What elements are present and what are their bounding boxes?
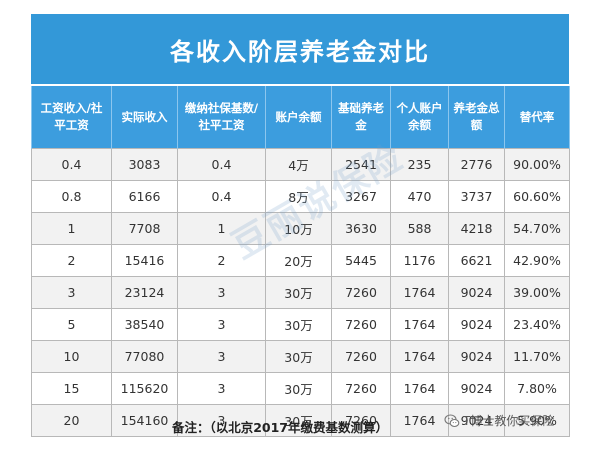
table-cell: 7260 [331,372,391,405]
table-cell: 9024 [448,276,505,309]
table-cell: 7260 [331,276,391,309]
table-row: 20 154160 3 30万 7260 1764 9024 5.90% [31,404,570,437]
table-cell: 10万 [265,212,332,245]
comparison-card: 各收入阶层养老金对比 工资收入/社平工资 实际收入 缴纳社保基数/社平工资 账户… [31,14,570,438]
table-cell: 3630 [331,212,391,245]
table-row: 0.8 6166 0.4 8万 3267 470 3737 60.60% [31,180,570,213]
table-cell: 0.4 [177,148,266,181]
table-cell: 7260 [331,340,391,373]
column-header: 养老金总额 [448,84,505,149]
footnote-bar: 备注：（以北京2017年缴费基数测算） [31,414,569,438]
table-cell: 3 [177,276,266,309]
table-cell: 588 [390,212,449,245]
wechat-icon [444,413,460,427]
table-cell: 5 [31,308,112,341]
table-cell: 39.00% [504,276,570,309]
table-cell: 38540 [111,308,178,341]
table-cell: 54.70% [504,212,570,245]
page-title: 各收入阶层养老金对比 [170,37,430,66]
table-cell: 30万 [265,404,332,437]
table-cell: 42.90% [504,244,570,277]
table-cell: 3 [177,308,266,341]
pension-table: 工资收入/社平工资 实际收入 缴纳社保基数/社平工资 账户余额 基础养老金 个人… [31,84,570,437]
column-header: 工资收入/社平工资 [31,84,112,149]
table-cell: 90.00% [504,148,570,181]
table-cell: 30万 [265,372,332,405]
table-cell: 4218 [448,212,505,245]
table-row: 0.4 3083 0.4 4万 2541 235 2776 90.00% [31,148,570,181]
table-cell: 470 [390,180,449,213]
table-row: 15 115620 3 30万 7260 1764 9024 7.80% [31,372,570,405]
table-cell: 23.40% [504,308,570,341]
table-row: 10 77080 3 30万 7260 1764 9024 11.70% [31,340,570,373]
column-header: 替代率 [504,84,570,149]
brand-signature: T博士教你买保险 [444,412,554,429]
footnote: 备注：（以北京2017年缴费基数测算） [171,419,389,435]
column-header: 账户余额 [265,84,332,149]
table-cell: 20万 [265,244,332,277]
table-cell: 9024 [448,340,505,373]
table-row: 1 7708 1 10万 3630 588 4218 54.70% [31,212,570,245]
table-cell: 1764 [390,372,449,405]
table-cell: 1764 [390,276,449,309]
table-cell: 3 [177,372,266,405]
column-header: 缴纳社保基数/社平工资 [177,84,266,149]
table-cell: 2 [31,244,112,277]
table-cell: 1176 [390,244,449,277]
table-cell: 2776 [448,148,505,181]
table-cell: 30万 [265,276,332,309]
table-cell: 6621 [448,244,505,277]
table-cell: 15 [31,372,112,405]
table-cell: 1764 [390,340,449,373]
table-row: 5 38540 3 30万 7260 1764 9024 23.40% [31,308,570,341]
table-cell: 30万 [265,340,332,373]
table-cell: 235 [390,148,449,181]
title-bar: 各收入阶层养老金对比 [31,14,569,84]
table-cell: 5445 [331,244,391,277]
table-cell: 2541 [331,148,391,181]
table-cell: 3737 [448,180,505,213]
column-header: 实际收入 [111,84,178,149]
table-cell: 6166 [111,180,178,213]
table-cell: 1764 [390,404,449,437]
table-header-row: 工资收入/社平工资 实际收入 缴纳社保基数/社平工资 账户余额 基础养老金 个人… [31,84,570,149]
table-cell: 1 [177,212,266,245]
brand-label: T博士教你买保险 [463,414,555,428]
table-cell: 0.8 [31,180,112,213]
table-cell: 10 [31,340,112,373]
table-cell: 0.4 [31,148,112,181]
table-cell: 3 [31,276,112,309]
table-cell: 1764 [390,308,449,341]
table-cell: 15416 [111,244,178,277]
table-cell: 3 [177,404,266,437]
table-cell: 115620 [111,372,178,405]
table-cell: 20 [31,404,112,437]
column-header: 基础养老金 [331,84,391,149]
column-header: 个人账户余额 [390,84,449,149]
table-cell: 9024 [448,308,505,341]
table-cell: 3267 [331,180,391,213]
table-row: 2 15416 2 20万 5445 1176 6621 42.90% [31,244,570,277]
table-cell: 11.70% [504,340,570,373]
table-cell: 7260 [331,308,391,341]
table-cell: 23124 [111,276,178,309]
table-cell: 7708 [111,212,178,245]
table-cell: 7260 [331,404,391,437]
table-cell: 3083 [111,148,178,181]
table-cell: 60.60% [504,180,570,213]
table-cell: 3 [177,340,266,373]
table-cell: 2 [177,244,266,277]
table-cell: 9024 [448,372,505,405]
table-cell: 5.90% [504,404,570,437]
table-cell: 1 [31,212,112,245]
table-cell: 8万 [265,180,332,213]
table-cell: 77080 [111,340,178,373]
table-cell: 30万 [265,308,332,341]
table-cell: 4万 [265,148,332,181]
table-cell: 0.4 [177,180,266,213]
table-row: 3 23124 3 30万 7260 1764 9024 39.00% [31,276,570,309]
table-cell: 7.80% [504,372,570,405]
